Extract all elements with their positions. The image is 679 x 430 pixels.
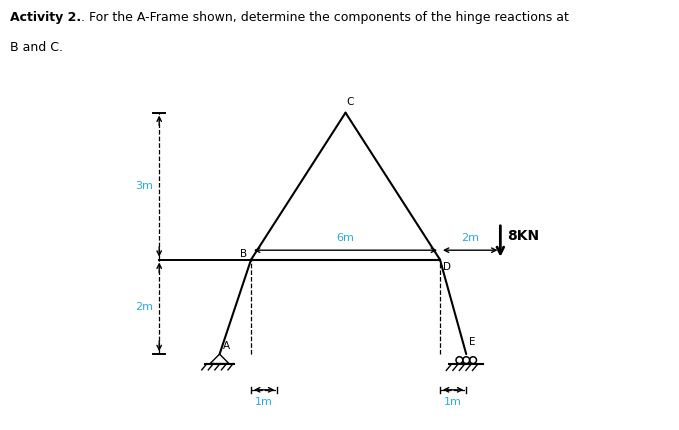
Text: E: E [469, 337, 475, 347]
Text: 2m: 2m [461, 233, 479, 243]
Text: B and C.: B and C. [10, 41, 63, 54]
Text: 6m: 6m [337, 233, 354, 243]
Text: 1m: 1m [444, 396, 462, 407]
Text: 1m: 1m [255, 396, 273, 407]
Text: Activity 2.: Activity 2. [10, 11, 81, 24]
Text: . For the A-Frame shown, determine the components of the hinge reactions at: . For the A-Frame shown, determine the c… [81, 11, 569, 24]
Text: 2m: 2m [136, 302, 153, 312]
Text: D: D [443, 262, 451, 272]
Text: C: C [346, 98, 354, 108]
Text: 8KN: 8KN [507, 229, 538, 243]
Text: 3m: 3m [136, 181, 153, 191]
Text: B: B [240, 249, 247, 258]
Text: A: A [223, 341, 230, 351]
